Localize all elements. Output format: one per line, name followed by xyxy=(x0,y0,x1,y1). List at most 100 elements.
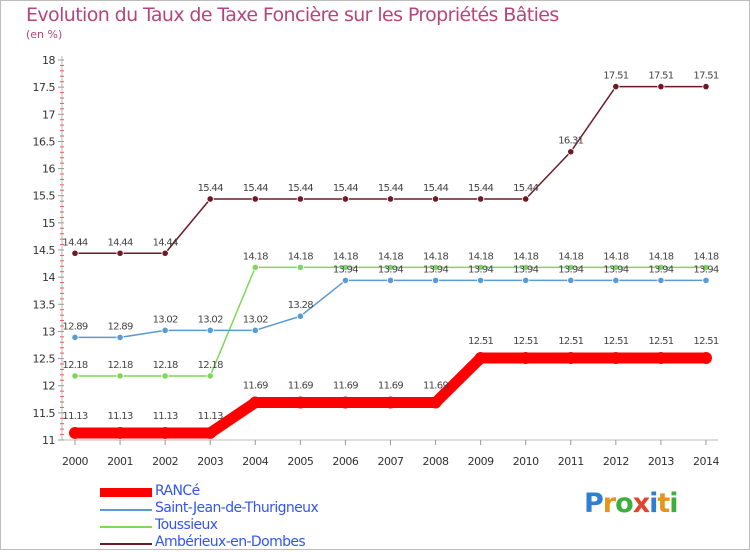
y-tick-label: 16.5 xyxy=(33,135,56,148)
data-point-saint-jean-de-thurigneux xyxy=(71,333,79,341)
series-line-saint-jean-de-thurigneux xyxy=(74,279,707,339)
legend-label-amberieux-en-dombes: Ambérieux-en-Dombes xyxy=(155,534,306,550)
series-line-amb-rieux-en-dombes xyxy=(74,85,707,255)
data-label-saint-jean-de-thurigneux: 13.02 xyxy=(243,314,268,325)
data-label-toussieux: 14.18 xyxy=(378,251,403,262)
data-label-amb-rieux-en-dombes: 15.44 xyxy=(468,183,493,194)
data-label-toussieux: 12.18 xyxy=(153,360,178,371)
y-tick-label: 17 xyxy=(42,108,55,121)
data-label-amb-rieux-en-dombes: 14.44 xyxy=(153,237,178,248)
data-label-toussieux: 12.18 xyxy=(198,360,223,371)
logo-letter: i xyxy=(669,488,678,519)
data-label-ranc-: 11.13 xyxy=(198,411,223,422)
data-label-amb-rieux-en-dombes: 15.44 xyxy=(423,183,448,194)
legend-swatch-amberieux-en-dombes xyxy=(100,543,152,545)
y-tick-label: 17.5 xyxy=(33,81,56,94)
x-tick-label: 2004 xyxy=(242,455,268,468)
x-tick-label: 2010 xyxy=(513,455,539,468)
data-point-amb-rieux-en-dombes xyxy=(116,249,124,257)
legend: RANCé Saint-Jean-de-Thurigneux Toussieux… xyxy=(100,483,360,552)
data-label-saint-jean-de-thurigneux: 13.94 xyxy=(603,264,628,275)
data-point-ranc- xyxy=(384,396,397,409)
y-tick-label: 11 xyxy=(42,434,55,447)
data-label-amb-rieux-en-dombes: 15.44 xyxy=(243,183,268,194)
y-tick-label: 11.5 xyxy=(33,407,56,420)
data-label-amb-rieux-en-dombes: 17.51 xyxy=(693,71,718,82)
data-point-saint-jean-de-thurigneux xyxy=(431,276,440,284)
data-point-ranc- xyxy=(204,426,217,439)
legend-swatch-rance xyxy=(100,488,152,497)
data-point-ranc- xyxy=(294,396,307,409)
data-label-amb-rieux-en-dombes: 15.44 xyxy=(198,183,223,194)
data-point-saint-jean-de-thurigneux xyxy=(567,276,575,284)
y-tick-label: 16 xyxy=(42,163,55,176)
y-tick-label: 14 xyxy=(42,271,55,284)
data-label-toussieux: 12.18 xyxy=(62,360,87,371)
data-label-toussieux: 12.18 xyxy=(107,360,132,371)
data-label-toussieux: 14.18 xyxy=(513,251,538,262)
data-label-saint-jean-de-thurigneux: 13.94 xyxy=(468,264,493,275)
logo-letter: x xyxy=(632,488,650,519)
data-point-toussieux xyxy=(702,263,710,271)
x-tick-label: 2011 xyxy=(558,455,584,468)
data-label-ranc-: 12.51 xyxy=(693,336,718,347)
x-tick-label: 2009 xyxy=(468,455,494,468)
x-tick-label: 2008 xyxy=(423,455,449,468)
data-point-toussieux xyxy=(161,372,169,380)
legend-item-rance[interactable]: RANCé xyxy=(100,483,360,501)
data-point-amb-rieux-en-dombes xyxy=(567,148,575,156)
data-point-saint-jean-de-thurigneux xyxy=(161,326,169,334)
data-point-amb-rieux-en-dombes xyxy=(296,195,304,203)
data-point-saint-jean-de-thurigneux xyxy=(612,276,620,284)
data-label-saint-jean-de-thurigneux: 13.94 xyxy=(378,264,403,275)
data-point-ranc- xyxy=(564,352,577,365)
data-label-saint-jean-de-thurigneux: 13.94 xyxy=(423,264,448,275)
x-tick-label: 2001 xyxy=(107,455,133,468)
legend-item-amberieux-en-dombes[interactable]: Ambérieux-en-Dombes xyxy=(100,534,360,552)
logo-letter: i xyxy=(649,488,658,519)
data-label-ranc-: 12.51 xyxy=(513,336,538,347)
data-label-toussieux: 14.18 xyxy=(648,251,673,262)
data-point-amb-rieux-en-dombes xyxy=(386,195,395,203)
data-point-ranc- xyxy=(474,352,487,365)
data-point-ranc- xyxy=(69,426,81,439)
data-point-ranc- xyxy=(519,352,532,365)
data-label-ranc-: 11.13 xyxy=(107,411,132,422)
data-point-toussieux xyxy=(116,372,124,380)
data-point-amb-rieux-en-dombes xyxy=(702,83,710,91)
data-point-saint-jean-de-thurigneux xyxy=(522,276,530,284)
legend-item-toussieux[interactable]: Toussieux xyxy=(100,517,360,535)
data-label-amb-rieux-en-dombes: 15.44 xyxy=(378,183,403,194)
legend-item-saint-jean-de-thurigneux[interactable]: Saint-Jean-de-Thurigneux xyxy=(100,500,360,518)
y-tick-label: 13 xyxy=(42,325,55,338)
data-label-saint-jean-de-thurigneux: 13.02 xyxy=(153,314,178,325)
data-point-saint-jean-de-thurigneux xyxy=(702,276,710,284)
data-label-saint-jean-de-thurigneux: 12.89 xyxy=(107,321,132,332)
data-label-ranc-: 11.69 xyxy=(243,381,268,392)
data-point-saint-jean-de-thurigneux xyxy=(116,333,124,341)
data-label-amb-rieux-en-dombes: 14.44 xyxy=(62,237,87,248)
y-axis-unit: (en %) xyxy=(26,28,63,41)
data-point-toussieux xyxy=(341,263,350,271)
data-point-toussieux xyxy=(522,263,530,271)
logo-letter: o xyxy=(615,488,634,519)
data-label-ranc-: 11.13 xyxy=(153,411,178,422)
data-point-toussieux xyxy=(296,263,304,271)
logo-letter: P xyxy=(584,488,604,519)
data-label-ranc-: 12.51 xyxy=(558,336,583,347)
x-tick-label: 2003 xyxy=(197,455,223,468)
x-tick-label: 2012 xyxy=(603,455,629,468)
data-point-saint-jean-de-thurigneux xyxy=(206,326,214,334)
data-label-toussieux: 14.18 xyxy=(243,251,268,262)
data-point-amb-rieux-en-dombes xyxy=(71,249,79,257)
data-point-amb-rieux-en-dombes xyxy=(206,195,214,203)
data-label-toussieux: 14.18 xyxy=(558,251,583,262)
data-label-amb-rieux-en-dombes: 15.44 xyxy=(333,183,358,194)
data-label-amb-rieux-en-dombes: 15.44 xyxy=(288,183,313,194)
data-label-amb-rieux-en-dombes: 17.51 xyxy=(648,71,673,82)
data-point-saint-jean-de-thurigneux xyxy=(477,276,485,284)
legend-label-saint-jean-de-thurigneux: Saint-Jean-de-Thurigneux xyxy=(155,500,319,516)
data-point-toussieux xyxy=(206,372,214,380)
